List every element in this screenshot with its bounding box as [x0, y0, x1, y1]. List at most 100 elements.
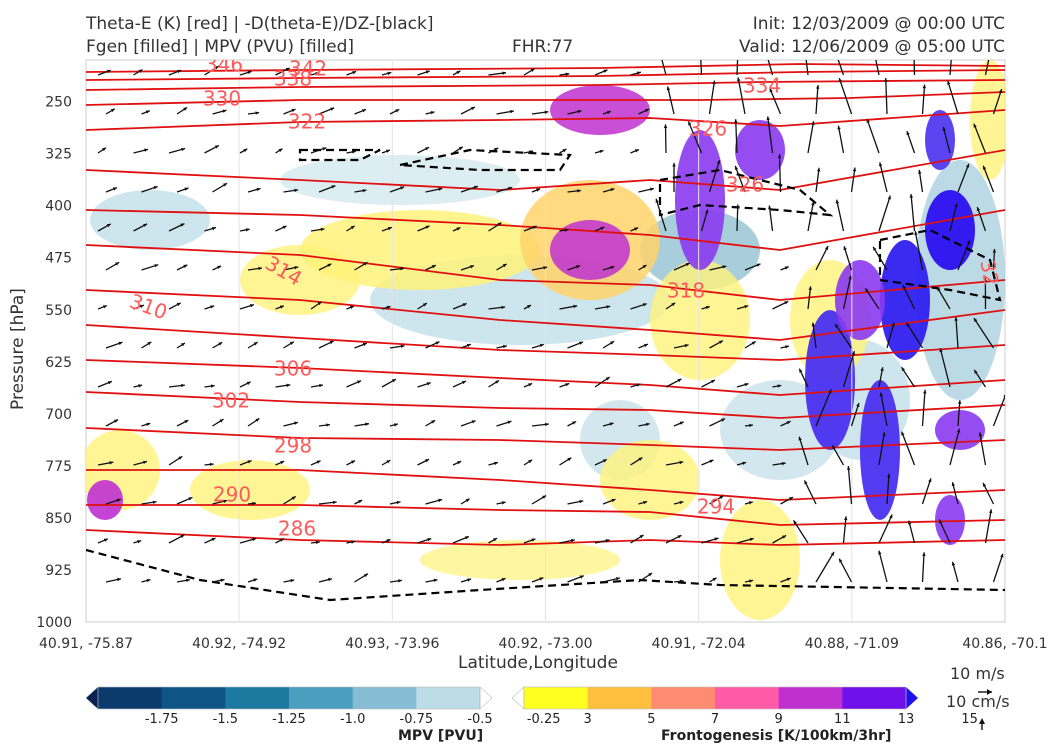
field-shading	[550, 85, 650, 135]
wind-vector-head	[880, 367, 884, 372]
wind-vector-head	[865, 288, 869, 293]
wind-vector-head	[530, 68, 535, 72]
wind-vector-head	[663, 124, 668, 129]
wind-vector-head	[352, 71, 357, 75]
wind-vector-head	[386, 460, 391, 464]
wind-vector-head	[255, 418, 260, 422]
wind-vector	[767, 60, 774, 76]
colorbar-segment	[289, 687, 354, 709]
wind-vector	[700, 209, 709, 232]
wind-vector-head	[839, 558, 843, 563]
wind-vector-head	[744, 305, 749, 309]
wind-vector-head	[828, 389, 832, 394]
theta-e-line	[86, 79, 1005, 91]
wind-vector	[921, 84, 926, 115]
wind-vector-head	[749, 537, 754, 542]
wind-vector-head	[973, 123, 977, 128]
wind-vector-head	[644, 109, 649, 113]
wind-vector-head	[357, 380, 362, 384]
wind-vector-head	[501, 501, 506, 505]
wind-vector-head	[793, 520, 797, 525]
wind-vector	[992, 88, 1003, 115]
theta-e-line	[86, 469, 1005, 501]
wind-vector	[918, 169, 924, 193]
wind-vector-head	[798, 436, 802, 441]
wind-vector-head	[735, 204, 740, 209]
wind-vector	[807, 201, 815, 232]
wind-vector-head	[220, 578, 225, 582]
wind-vector-head	[781, 461, 786, 466]
theta-e-line	[86, 427, 1005, 451]
wind-vector	[949, 428, 961, 466]
wind-vector-head	[539, 343, 544, 348]
colorbar-segment	[416, 687, 481, 709]
wind-vector-head	[873, 246, 877, 251]
wind-vector-head	[901, 367, 905, 372]
wind-vector-head	[143, 223, 148, 228]
wind-vector-head	[425, 225, 430, 229]
wind-vector	[939, 348, 951, 388]
y-tick-label: 625	[45, 355, 72, 371]
wind-vector-head	[280, 461, 285, 465]
wind-vector-head	[425, 70, 430, 74]
wind-vector	[992, 394, 1005, 427]
theta-e-label: 306	[274, 357, 312, 381]
wind-vector-head	[252, 537, 257, 542]
wind-vector-head	[573, 304, 578, 309]
wind-vector-head	[642, 265, 647, 269]
colorbar-extend-right	[479, 686, 493, 710]
wind-vector	[807, 121, 815, 154]
wind-vector	[913, 60, 916, 76]
wind-vector	[767, 116, 774, 154]
wind-vector-head	[677, 378, 682, 383]
theta-e-label: 322	[288, 110, 326, 134]
y-tick-label: 700	[45, 407, 72, 423]
colorbar-segment	[98, 687, 163, 709]
wind-vector	[815, 167, 820, 193]
wind-vector	[901, 431, 916, 466]
wind-vector-head	[501, 578, 506, 582]
colorbar-tick-label: -0.25	[527, 712, 561, 727]
wind-key-w-label: 10 cm/s	[946, 692, 1010, 711]
wind-vector-head	[543, 266, 548, 270]
wind-vector	[850, 167, 856, 193]
wind-vector-head	[973, 318, 978, 323]
theta-e-line	[86, 109, 1005, 131]
wind-vector-head	[742, 461, 747, 466]
wind-vector-head	[177, 69, 182, 74]
wind-vector-head	[882, 432, 886, 437]
init-time: Init: 12/03/2009 @ 00:00 UTC	[752, 14, 1005, 34]
field-shading	[90, 190, 210, 250]
x-tick-label: 40.92, -73.00	[498, 636, 592, 652]
theta-e-label: 302	[212, 389, 250, 413]
colorbar-tick-label: 7	[711, 712, 719, 727]
wind-vector-head	[950, 47, 953, 51]
wind-vector-head	[705, 305, 710, 310]
wind-vector-head	[387, 226, 392, 231]
wind-vector-head	[965, 163, 970, 168]
wind-vector-head	[848, 275, 852, 280]
wind-vector-head	[785, 345, 789, 349]
wind-vector-head	[579, 341, 584, 345]
wind-vector-head	[183, 107, 188, 111]
wind-vector-head	[749, 579, 754, 583]
wind-vector-head	[532, 225, 537, 230]
wind-vector-head	[118, 341, 123, 346]
wind-vector-head	[679, 460, 684, 465]
y-tick-label: 850	[45, 511, 72, 527]
wind-vector	[769, 88, 782, 115]
wind-vector-head	[322, 147, 327, 151]
wind-vector-head	[112, 187, 117, 191]
theta-e-label: 318	[667, 279, 705, 303]
wind-vector-head	[139, 304, 144, 309]
wind-vector	[921, 552, 925, 583]
wind-vector-head	[983, 482, 987, 487]
wind-vector-head	[316, 460, 321, 464]
fgen-colorbar: 3 5 7 9 11 13 15	[511, 686, 978, 727]
dtheta-dz-line	[399, 148, 572, 172]
wind-vector-head	[712, 80, 716, 85]
wind-vector	[979, 432, 987, 466]
wind-vector-head	[600, 226, 605, 231]
wind-vector-head	[610, 188, 615, 192]
